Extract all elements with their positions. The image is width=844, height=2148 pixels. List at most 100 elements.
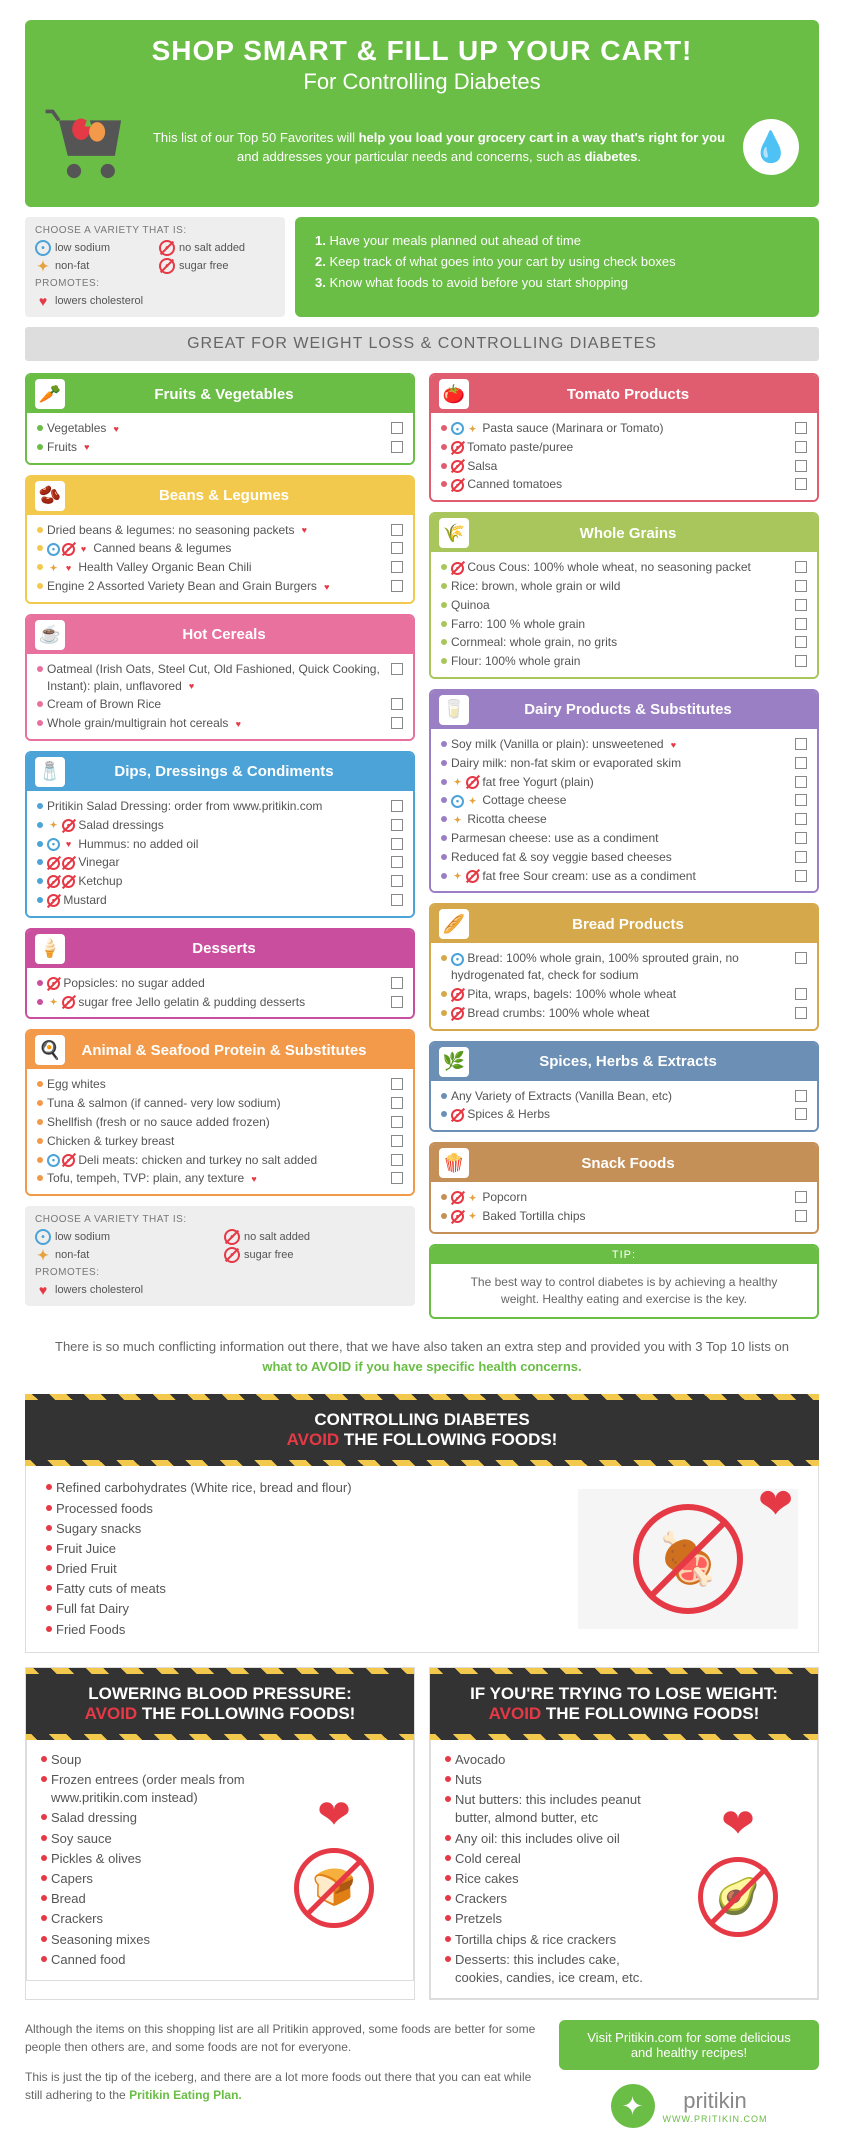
checkbox[interactable] (391, 875, 403, 887)
category-card-bread: 🥖Bread Products • Bread: 100% whole grai… (429, 903, 819, 1030)
category-title: Fruits & Vegetables (73, 386, 405, 403)
checklist-item: Farro: 100 % whole grain (441, 615, 807, 634)
avoid-weight-loss: IF YOU'RE TRYING TO LOSE WEIGHT: AVOID T… (429, 1667, 819, 2000)
checkbox[interactable] (795, 655, 807, 667)
avoid-item: Desserts: this includes cake, cookies, c… (445, 1950, 653, 1988)
checklist-item: Rice: brown, whole grain or wild (441, 577, 807, 596)
checkbox[interactable] (391, 698, 403, 710)
checkbox[interactable] (795, 813, 807, 825)
checklist-item: Whole grain/multigrain hot cereals ♥ (37, 714, 403, 733)
checklist-item: Any Variety of Extracts (Vanilla Bean, e… (441, 1087, 807, 1106)
checkbox[interactable] (391, 663, 403, 675)
checkbox[interactable] (795, 1191, 807, 1203)
checklist-item: ✦• Salad dressings (37, 816, 403, 835)
checklist-item: • Spices & Herbs (441, 1105, 807, 1124)
checkbox[interactable] (795, 636, 807, 648)
checkbox[interactable] (391, 1097, 403, 1109)
checklist-item: Soy milk (Vanilla or plain): unsweetened… (441, 735, 807, 754)
category-icon: 🍅 (439, 379, 469, 409)
checkbox[interactable] (391, 561, 403, 573)
category-icon: 🥛 (439, 695, 469, 725)
checkbox[interactable] (391, 1154, 403, 1166)
checklist-item: • Pita, wraps, bagels: 100% whole wheat (441, 985, 807, 1004)
pritikin-plan-link[interactable]: Pritikin Eating Plan. (129, 2088, 242, 2102)
category-card-cereals: ☕Hot Cereals Oatmeal (Irish Oats, Steel … (25, 614, 415, 741)
checkbox[interactable] (795, 870, 807, 882)
checkbox[interactable] (795, 757, 807, 769)
checkbox[interactable] (391, 1078, 403, 1090)
category-title: Animal & Seafood Protein & Substitutes (73, 1042, 405, 1059)
checklist-item: ✦• fat free Yogurt (plain) (441, 773, 807, 792)
avoid-diabetes: CONTROLLING DIABETES AVOID THE FOLLOWING… (25, 1394, 819, 1653)
checklist-item: Reduced fat & soy veggie based cheeses (441, 848, 807, 867)
checklist-item: Tofu, tempeh, TVP: plain, any texture ♥ (37, 1169, 403, 1188)
category-title: Desserts (73, 940, 405, 957)
checklist-item: Parmesan cheese: use as a condiment (441, 829, 807, 848)
avoid-item: Nut butters: this includes peanut butter… (445, 1790, 653, 1828)
checklist-item: • Mustard (37, 891, 403, 910)
category-title: Bread Products (477, 916, 809, 933)
avoid-item: Salad dressing (41, 1808, 249, 1828)
checkbox[interactable] (795, 618, 807, 630)
checklist-item: • Canned tomatoes (441, 475, 807, 494)
checkbox[interactable] (391, 524, 403, 536)
checkbox[interactable] (795, 952, 807, 964)
checkbox[interactable] (795, 1210, 807, 1222)
category-card-dips: 🧂Dips, Dressings & Condiments Pritikin S… (25, 751, 415, 918)
legend-box: CHOOSE A VARIETY THAT IS: •low sodium •n… (25, 217, 285, 317)
checkbox[interactable] (391, 422, 403, 434)
checkbox[interactable] (391, 819, 403, 831)
checkbox[interactable] (795, 776, 807, 788)
checkbox[interactable] (795, 832, 807, 844)
checkbox[interactable] (795, 738, 807, 750)
checkbox[interactable] (391, 996, 403, 1008)
category-icon: 🥕 (35, 379, 65, 409)
checkbox[interactable] (391, 441, 403, 453)
checklist-item: ✦• sugar free Jello gelatin & pudding de… (37, 993, 403, 1012)
avoid-blood-pressure: LOWERING BLOOD PRESSURE: AVOID THE FOLLO… (25, 1667, 415, 2000)
checkbox[interactable] (391, 542, 403, 554)
checklist-item: Egg whites (37, 1075, 403, 1094)
checkbox[interactable] (795, 599, 807, 611)
checkbox[interactable] (795, 422, 807, 434)
checkbox[interactable] (795, 478, 807, 490)
checkbox[interactable] (795, 851, 807, 863)
hero-banner: SHOP SMART & FILL UP YOUR CART! For Cont… (25, 20, 819, 207)
checkbox[interactable] (391, 800, 403, 812)
checkbox[interactable] (391, 838, 403, 850)
legend-choose-label: CHOOSE A VARIETY THAT IS: (35, 225, 275, 236)
footer-para-2: This is just the tip of the iceberg, and… (25, 2068, 539, 2104)
checklist-item: Engine 2 Assorted Variety Bean and Grain… (37, 577, 403, 596)
checkbox[interactable] (795, 1090, 807, 1102)
checkbox[interactable] (795, 460, 807, 472)
checkbox[interactable] (795, 580, 807, 592)
checklist-item: ••♥ Canned beans & legumes (37, 539, 403, 558)
checkbox[interactable] (391, 717, 403, 729)
checkbox[interactable] (391, 894, 403, 906)
checkbox[interactable] (795, 988, 807, 1000)
checklist-item: • Popsicles: no sugar added (37, 974, 403, 993)
checkbox[interactable] (391, 1172, 403, 1184)
hero-description: This list of our Top 50 Favorites will h… (150, 128, 728, 167)
checklist-item: •• Vinegar (37, 853, 403, 872)
logo-icon: ✦ (611, 2084, 655, 2128)
checkbox[interactable] (795, 561, 807, 573)
tip-3: 3. Know what foods to avoid before you s… (315, 273, 799, 294)
checkbox[interactable] (391, 1135, 403, 1147)
checklist-item: •• Deli meats: chicken and turkey no sal… (37, 1151, 403, 1170)
checkbox[interactable] (391, 1116, 403, 1128)
checkbox[interactable] (795, 794, 807, 806)
heart-check-icon: ❤ (758, 1479, 808, 1529)
checklist-item: • Tomato paste/puree (441, 438, 807, 457)
checkbox[interactable] (795, 441, 807, 453)
tip-2: 2. Keep track of what goes into your car… (315, 252, 799, 273)
visit-button[interactable]: Visit Pritikin.com for some delicious an… (559, 2020, 819, 2070)
category-card-snacks: 🍿Snack Foods •✦ Popcorn•✦ Baked Tortilla… (429, 1142, 819, 1234)
checkbox[interactable] (795, 1007, 807, 1019)
legend-cholesterol: ♥lowers cholesterol (35, 293, 275, 309)
checkbox[interactable] (391, 977, 403, 989)
category-card-tomato: 🍅Tomato Products •✦ Pasta sauce (Marinar… (429, 373, 819, 502)
checkbox[interactable] (391, 856, 403, 868)
checkbox[interactable] (391, 580, 403, 592)
checkbox[interactable] (795, 1108, 807, 1120)
